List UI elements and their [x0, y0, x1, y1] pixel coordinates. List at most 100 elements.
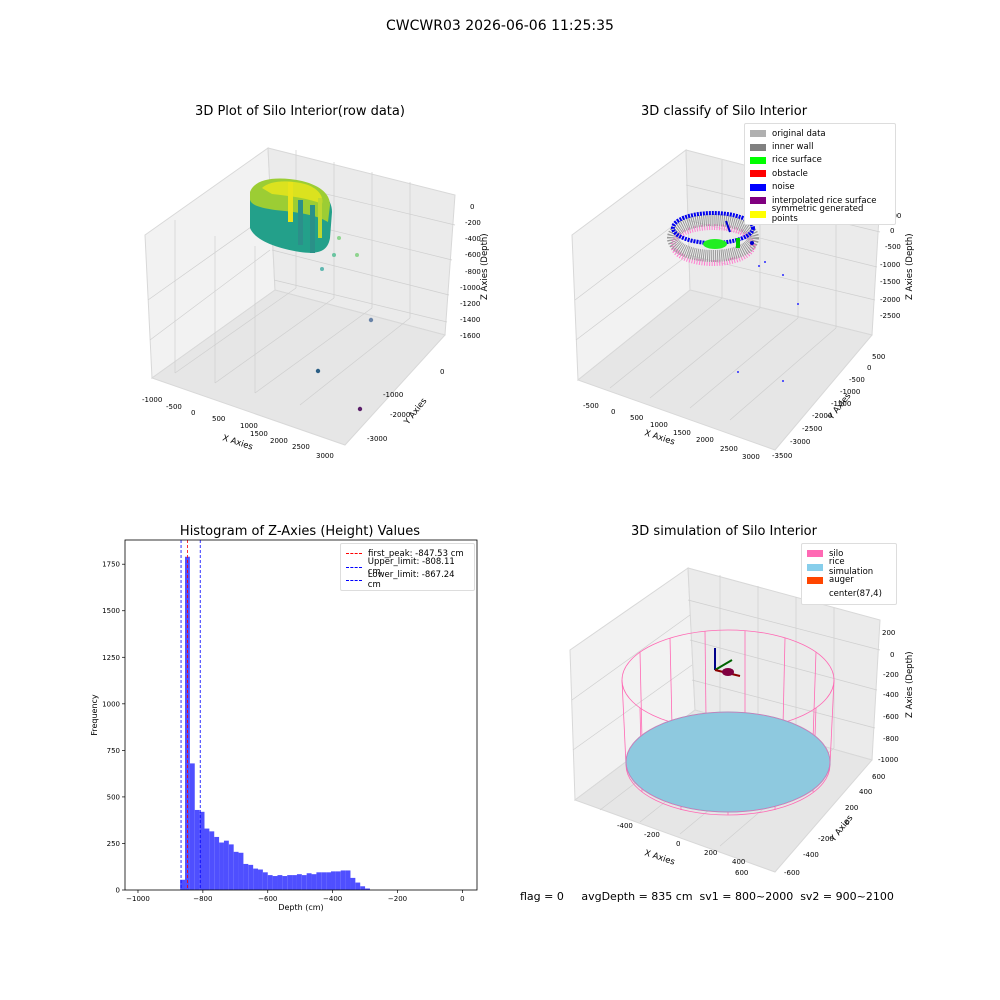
histogram-chart: −1000 −800 −600 −400 −200 0 0 250 500 750 1000 125… — [90, 539, 478, 912]
classify-legend: original data inner wall rice surface ob… — [744, 123, 896, 225]
raw-xtick: -1000 — [142, 396, 162, 404]
raw-plot-title: 3D Plot of Silo Interior(row data) — [195, 104, 405, 119]
histogram-bar — [355, 882, 361, 890]
raw-xtick: 2000 — [270, 437, 288, 445]
simulation-xtick: -400 — [617, 822, 633, 830]
histogram-ytick-label: 1750 — [102, 561, 120, 569]
classify-ytick: -2000 — [812, 412, 832, 420]
legend-line-swatch — [346, 553, 362, 555]
rice-simulation-surface — [625, 711, 831, 813]
legend-item: first_peak: -847.53 cm — [346, 547, 469, 560]
raw-ztick: -400 — [465, 235, 481, 243]
histogram-bar — [326, 872, 332, 890]
simulation-ztick: -400 — [883, 691, 899, 699]
raw-xtick: 3000 — [316, 452, 334, 460]
simulation-ytick: 600 — [872, 773, 885, 781]
simulation-ztick: -600 — [883, 713, 899, 721]
histogram-ytick-label: 500 — [107, 793, 120, 801]
legend-item: original data — [750, 127, 890, 140]
legend-swatch — [750, 143, 766, 151]
raw-ytick: 0 — [440, 368, 444, 376]
legend-item: inner wall — [750, 140, 890, 153]
legend-label: Upper_limit: -808.11 cm — [367, 557, 455, 578]
histogram-bar — [258, 869, 263, 890]
histogram-bar — [199, 811, 205, 890]
simulation-legend: silo rice simulation auger center(87,4) — [801, 543, 897, 605]
raw-x-ticks: -1000 -500 0 500 1000 1500 2000 2500 300… — [142, 396, 334, 460]
histogram-bar — [296, 874, 302, 890]
histogram-bar — [331, 871, 336, 890]
legend-swatch — [750, 170, 766, 178]
classify-ztick: -1500 — [880, 278, 900, 286]
histogram-bar — [189, 763, 195, 890]
legend-swatch — [750, 210, 766, 218]
raw-xtick: 1500 — [250, 430, 268, 438]
raw-ztick: -1400 — [460, 316, 480, 324]
histogram-bar — [223, 840, 229, 890]
simulation-xtick: 200 — [704, 849, 717, 857]
legend-label: symmetric generated points — [771, 204, 864, 225]
legend-label: center(87,4) — [829, 588, 882, 599]
classify-ytick: -3000 — [790, 438, 810, 446]
histogram-bars — [180, 556, 370, 890]
classify-x-ticks: -500 0 500 1000 1500 2000 2500 3000 — [583, 402, 760, 461]
legend-label: noise — [772, 182, 795, 193]
classify-ytick: -3500 — [772, 452, 792, 460]
legend-item: obstacle — [750, 167, 890, 180]
classify-xtick: 0 — [611, 408, 615, 416]
classify-ztick: 0 — [890, 227, 894, 235]
raw-axes-panes — [144, 147, 456, 446]
histogram-bar — [277, 875, 283, 890]
classify-ytick: 0 — [867, 364, 871, 372]
histogram-bar — [180, 879, 186, 890]
classify-y-ticks: 500 0 -500 -1000 -1500 -2000 -2500 -3000… — [772, 353, 885, 460]
raw-point-cloud — [250, 178, 332, 253]
legend-item: noise — [750, 181, 890, 194]
raw-ytick: -2000 — [390, 411, 410, 419]
histogram-bar — [219, 842, 224, 890]
raw-ztick: -800 — [465, 268, 481, 276]
raw-ytick: -3000 — [367, 435, 387, 443]
raw-outlier-points — [315, 236, 374, 412]
histogram-xtick-label: 0 — [460, 895, 464, 903]
legend-item: interpolated rice surface — [750, 194, 890, 207]
classify-ytick: 500 — [872, 353, 885, 361]
histogram-bar — [233, 851, 239, 890]
histogram-bar — [238, 852, 244, 890]
histogram-bar — [321, 872, 327, 890]
legend-swatch — [750, 183, 766, 191]
raw-y-ticks: 0 -1000 -2000 -3000 — [367, 368, 444, 443]
legend-item: center(87,4) — [807, 587, 891, 600]
histogram-bar — [301, 875, 307, 890]
classify-xtick: -500 — [583, 402, 599, 410]
classify-ytick: -2500 — [802, 425, 822, 433]
histogram-frame — [124, 539, 478, 891]
legend-label: first_peak: -847.53 cm — [368, 548, 464, 559]
raw-ztick: -200 — [465, 219, 481, 227]
simulation-ytick: -200 — [818, 835, 834, 843]
classify-ztick: -1000 — [880, 261, 900, 269]
legend-item: rice simulation — [807, 557, 891, 577]
simulation-ytick: -400 — [803, 851, 819, 859]
legend-label: interpolated rice surface — [772, 195, 877, 206]
classify-xtick: 1000 — [650, 421, 668, 429]
raw-ztick: -600 — [465, 251, 481, 259]
legend-swatch — [807, 563, 823, 571]
histogram-bar — [360, 886, 366, 890]
simulation-z-ticks: 200 0 -200 -400 -600 -800 -1000 — [878, 629, 899, 764]
histogram-bar — [248, 864, 254, 890]
raw-gridlines — [147, 150, 456, 406]
simulation-ztick: 0 — [890, 651, 894, 659]
legend-item: auger — [807, 574, 891, 587]
histogram-bar — [209, 831, 215, 890]
classify-plot-title: 3D classify of Silo Interior — [640, 104, 808, 119]
classify-xtick: 1500 — [673, 429, 691, 437]
histogram-xtick-label: −600 — [258, 895, 277, 903]
simulation-ztick: 200 — [882, 629, 895, 637]
histogram-ytick-label: 1000 — [102, 700, 120, 708]
raw-xtick: -500 — [166, 403, 182, 411]
histogram-legend: first_peak: -847.53 cm Upper_limit: -808… — [340, 543, 475, 592]
simulation-ztick: -1000 — [878, 756, 898, 764]
histogram-ytick-label: 1250 — [102, 654, 120, 662]
simulation-3d-plot: -400 -200 0 200 400 600 X Axies 600 400 … — [569, 567, 915, 877]
